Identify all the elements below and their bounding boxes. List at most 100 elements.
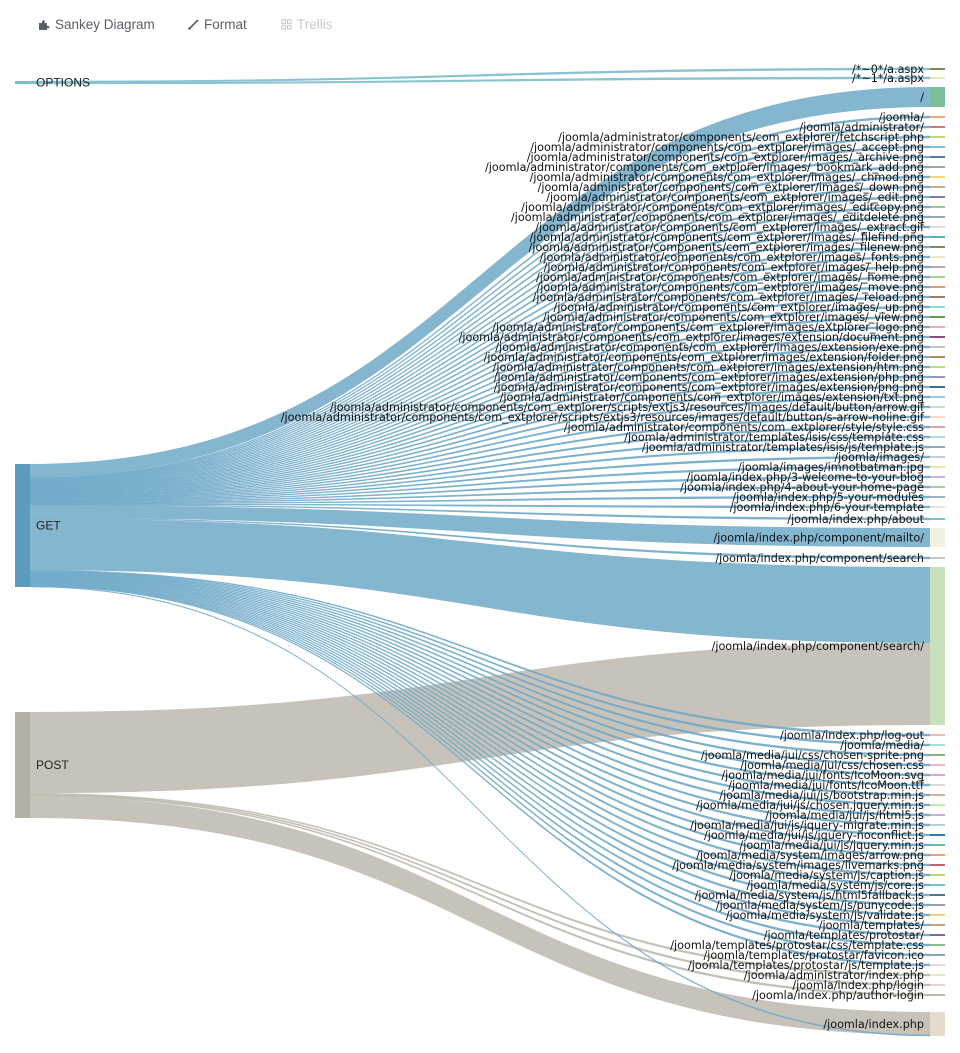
target-node[interactable] bbox=[930, 306, 945, 308]
source-node-options[interactable] bbox=[15, 81, 30, 84]
target-node[interactable] bbox=[930, 754, 945, 756]
target-node[interactable] bbox=[930, 166, 945, 168]
target-node[interactable] bbox=[930, 266, 945, 268]
target-node[interactable] bbox=[930, 934, 945, 936]
tab-label: Sankey Diagram bbox=[55, 17, 155, 32]
target-node[interactable] bbox=[930, 416, 945, 418]
source-label: POST bbox=[36, 758, 69, 772]
target-node[interactable] bbox=[930, 518, 945, 520]
target-node[interactable] bbox=[930, 774, 945, 776]
tab-sankey-diagram[interactable]: Sankey Diagram bbox=[38, 17, 155, 32]
tab-format[interactable]: Format bbox=[188, 17, 247, 32]
target-node[interactable] bbox=[930, 436, 945, 438]
target-node[interactable] bbox=[930, 446, 945, 448]
target-node[interactable] bbox=[930, 296, 945, 298]
target-node[interactable] bbox=[930, 884, 945, 886]
target-node[interactable] bbox=[930, 136, 945, 138]
target-node[interactable] bbox=[930, 246, 945, 248]
target-node[interactable] bbox=[930, 146, 945, 148]
target-node[interactable] bbox=[930, 764, 945, 766]
target-label: /joomla/administrator/components/com_ext… bbox=[540, 251, 924, 264]
target-node[interactable] bbox=[930, 176, 945, 178]
target-label: /joomla/administrator/components/com_ext… bbox=[529, 231, 924, 244]
target-node[interactable] bbox=[930, 1012, 945, 1036]
target-node[interactable] bbox=[930, 196, 945, 198]
target-node[interactable] bbox=[930, 216, 945, 218]
target-node[interactable] bbox=[930, 356, 945, 358]
target-node[interactable] bbox=[930, 804, 945, 806]
target-node[interactable] bbox=[930, 506, 945, 508]
target-label: /joomla/administrator/components/com_ext… bbox=[536, 271, 924, 284]
target-node[interactable] bbox=[930, 496, 945, 498]
target-node[interactable] bbox=[930, 336, 945, 338]
target-node[interactable] bbox=[930, 844, 945, 846]
target-node[interactable] bbox=[930, 426, 945, 428]
target-node[interactable] bbox=[930, 276, 945, 278]
sankey-link[interactable] bbox=[30, 643, 930, 794]
target-node[interactable] bbox=[930, 914, 945, 916]
target-label: /joomla/administrator/components/com_ext… bbox=[544, 261, 924, 274]
target-label: /joomla/index.php/3-welcome-to-your-blog bbox=[687, 471, 924, 484]
target-node[interactable] bbox=[930, 87, 945, 107]
target-node[interactable] bbox=[930, 77, 945, 79]
target-node[interactable] bbox=[930, 346, 945, 348]
target-node[interactable] bbox=[930, 834, 945, 836]
tab-label: Trellis bbox=[297, 17, 333, 32]
sankey-link[interactable] bbox=[30, 505, 930, 547]
target-node[interactable] bbox=[930, 874, 945, 876]
target-node[interactable] bbox=[930, 864, 945, 866]
target-node[interactable] bbox=[930, 824, 945, 826]
target-label: /joomla/media/jui/js/jquery-noconflict.j… bbox=[704, 829, 924, 842]
target-label: /joomla/administrator/components/com_ext… bbox=[530, 141, 924, 154]
target-node[interactable] bbox=[930, 528, 945, 547]
target-node[interactable] bbox=[930, 964, 945, 966]
target-node[interactable] bbox=[930, 854, 945, 856]
target-node[interactable] bbox=[930, 557, 945, 559]
target-node[interactable] bbox=[930, 68, 945, 70]
target-node[interactable] bbox=[930, 567, 945, 725]
target-node[interactable] bbox=[930, 156, 945, 158]
source-node-post[interactable] bbox=[15, 712, 30, 818]
target-node[interactable] bbox=[930, 206, 945, 208]
target-node[interactable] bbox=[930, 476, 945, 478]
target-node[interactable] bbox=[930, 904, 945, 906]
target-node[interactable] bbox=[930, 316, 945, 318]
target-node[interactable] bbox=[930, 236, 945, 238]
target-label: /joomla/administrator/components/com_ext… bbox=[535, 221, 925, 234]
sankey-link[interactable] bbox=[30, 518, 930, 643]
target-node[interactable] bbox=[930, 116, 945, 118]
target-node[interactable] bbox=[930, 256, 945, 258]
target-node[interactable] bbox=[930, 994, 945, 996]
target-node[interactable] bbox=[930, 406, 945, 408]
target-node[interactable] bbox=[930, 386, 945, 388]
target-node[interactable] bbox=[930, 376, 945, 378]
source-node-get[interactable] bbox=[15, 464, 30, 587]
sankey-link[interactable] bbox=[30, 87, 930, 478]
target-node[interactable] bbox=[930, 784, 945, 786]
target-node[interactable] bbox=[930, 974, 945, 976]
target-node[interactable] bbox=[930, 466, 945, 468]
target-node[interactable] bbox=[930, 734, 945, 736]
target-node[interactable] bbox=[930, 126, 945, 128]
target-label: /joomla/administrator/components/com_ext… bbox=[494, 381, 924, 394]
sankey-link[interactable] bbox=[30, 796, 930, 1035]
target-node[interactable] bbox=[930, 326, 945, 328]
target-node[interactable] bbox=[930, 944, 945, 946]
target-node[interactable] bbox=[930, 366, 945, 368]
target-label: /joomla/administrator/components/com_ext… bbox=[494, 371, 924, 384]
target-node[interactable] bbox=[930, 486, 945, 488]
target-node[interactable] bbox=[930, 396, 945, 398]
target-node[interactable] bbox=[930, 456, 945, 458]
target-node[interactable] bbox=[930, 814, 945, 816]
puzzle-icon bbox=[38, 19, 50, 31]
target-label: /joomla/administrator/components/com_ext… bbox=[527, 151, 924, 164]
target-node[interactable] bbox=[930, 186, 945, 188]
target-node[interactable] bbox=[930, 744, 945, 746]
target-node[interactable] bbox=[930, 894, 945, 896]
target-node[interactable] bbox=[930, 226, 945, 228]
target-node[interactable] bbox=[930, 984, 945, 986]
target-node[interactable] bbox=[930, 286, 945, 288]
target-node[interactable] bbox=[930, 924, 945, 926]
target-node[interactable] bbox=[930, 954, 945, 956]
target-node[interactable] bbox=[930, 794, 945, 796]
